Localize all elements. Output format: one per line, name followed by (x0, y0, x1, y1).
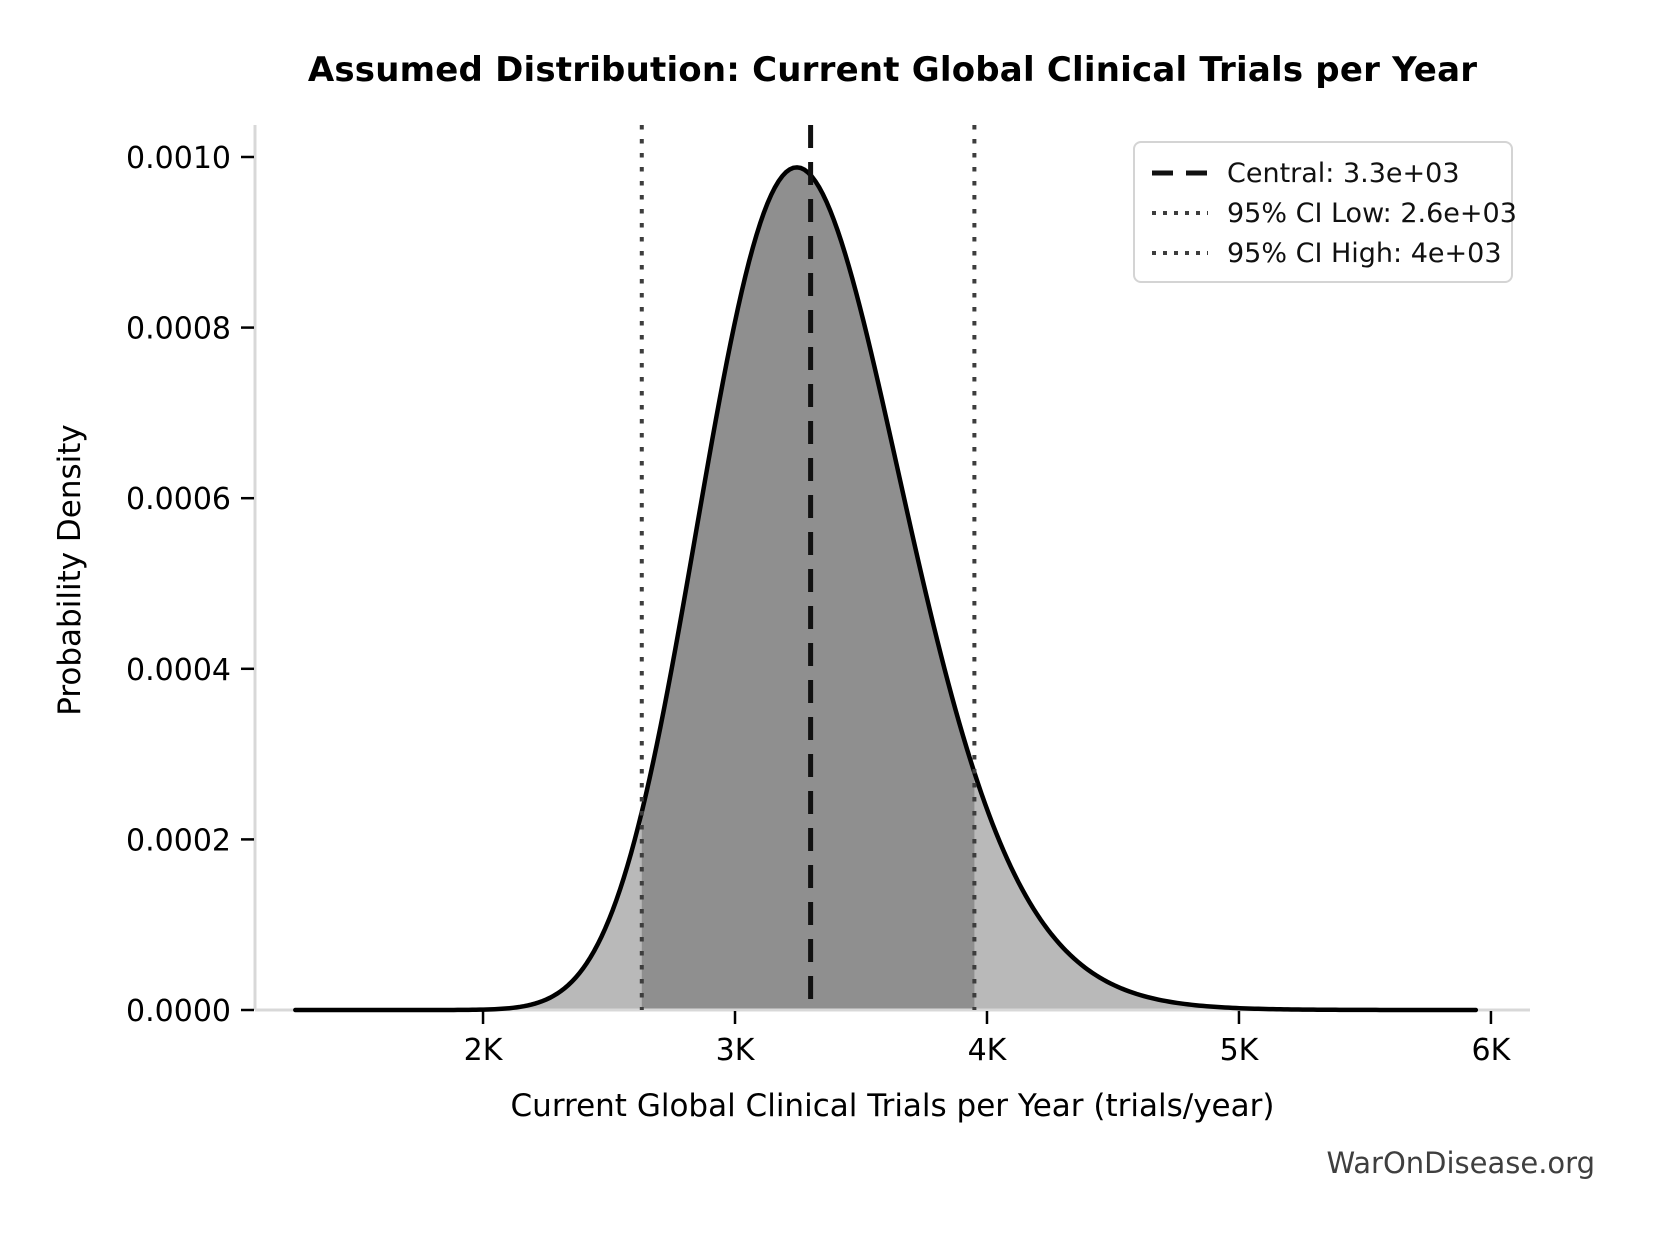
x-tick-label: 6K (1472, 1033, 1512, 1068)
y-tick-label: 0.0002 (126, 823, 231, 858)
legend-line-sample-dotted (1152, 211, 1208, 215)
legend-item-central: Central: 3.3e+03 (1135, 153, 1511, 193)
legend-item-ci_high: 95% CI High: 4e+03 (1135, 233, 1511, 273)
legend-item-ci_low: 95% CI Low: 2.6e+03 (1135, 193, 1517, 233)
legend: Central: 3.3e+03 95% CI Low: 2.6e+03 95% C… (1133, 141, 1517, 283)
x-tick-label: 2K (464, 1033, 504, 1068)
chart-title: Assumed Distribution: Current Global Cli… (307, 50, 1478, 90)
y-tick-label: 0.0000 (126, 994, 231, 1029)
legend-label-ci_high: 95% CI High: 4e+03 (1227, 237, 1502, 269)
x-axis-label: Current Global Clinical Trials per Year … (510, 1088, 1275, 1124)
x-tick-label: 5K (1220, 1033, 1260, 1068)
y-tick-label: 0.0006 (126, 482, 231, 517)
legend-label-central: Central: 3.3e+03 (1227, 157, 1460, 189)
y-tick-label: 0.0004 (126, 653, 231, 688)
legend-line-sample-dotted (1152, 251, 1208, 255)
legend-line-sample-dashed (1152, 170, 1208, 176)
x-tick-label: 3K (716, 1033, 756, 1068)
x-tick-label: 4K (968, 1033, 1008, 1068)
y-axis-label: Probability Density (52, 424, 88, 716)
legend-label-ci_low: 95% CI Low: 2.6e+03 (1227, 197, 1517, 229)
y-tick-label: 0.0008 (126, 312, 231, 347)
y-tick-label: 0.0010 (126, 141, 231, 176)
density-curve (293, 165, 1479, 1013)
watermark: WarOnDisease.org (1326, 1146, 1595, 1180)
